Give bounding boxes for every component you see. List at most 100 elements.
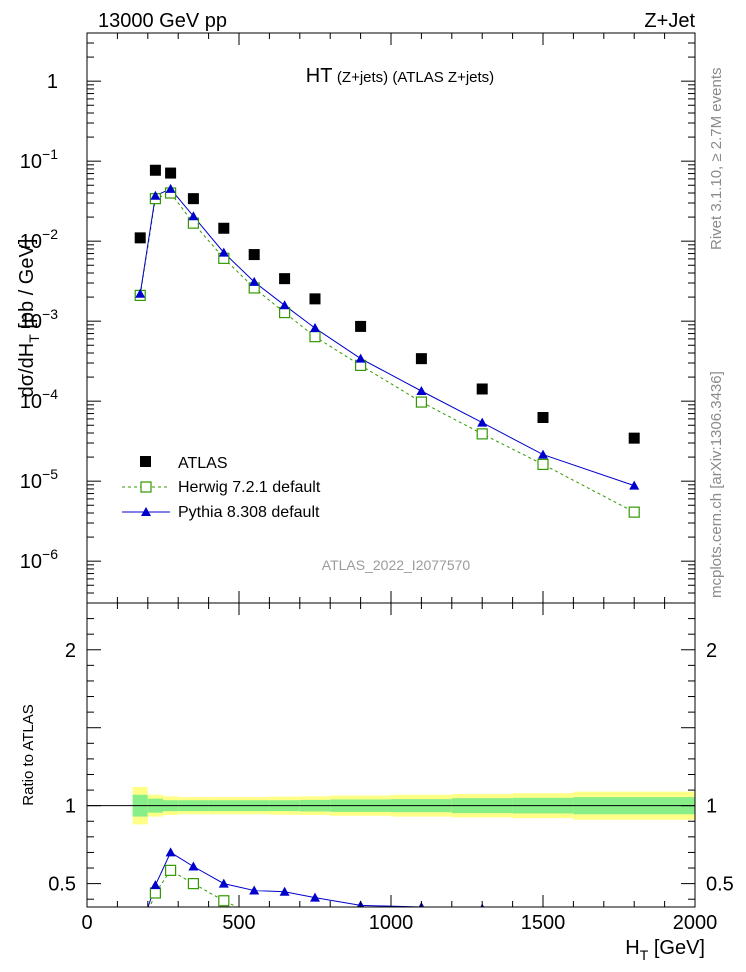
main-y-tick-label: 10−3 <box>20 306 58 333</box>
legend-pythia-marker <box>141 507 151 516</box>
pythia-point <box>135 288 146 298</box>
pythia-ratio-point <box>249 885 260 895</box>
atlas-point <box>537 411 549 423</box>
legend-herwig-marker <box>140 481 152 493</box>
herwig-point <box>537 458 549 471</box>
pythia-point <box>165 183 176 193</box>
ratio-y-tick-label-left: 1 <box>65 796 76 818</box>
atlas-point <box>149 164 161 176</box>
main-y-tick-exponent: −4 <box>42 386 58 402</box>
pythia-ratio-point <box>165 847 176 857</box>
main-series-layer <box>134 164 640 518</box>
legend-atlas-marker <box>140 456 151 467</box>
pythia-line <box>139 188 635 487</box>
main-y-tick-exponent: −3 <box>42 306 58 322</box>
pythia-point <box>150 190 161 200</box>
x-tick-label: 1000 <box>369 912 414 934</box>
pythia-ratio-point <box>279 886 290 896</box>
ratio-y-tick-label-left: 2 <box>65 640 76 662</box>
main-y-tick-labels: 10−610−510−410−310−210−11 <box>20 71 58 573</box>
main-y-tick-label: 10−1 <box>20 146 58 173</box>
x-tick-label: 1500 <box>521 912 566 934</box>
main-y-axis-label: dσ/dHT [pb / GeV] <box>16 239 42 398</box>
pythia-point <box>416 385 427 395</box>
herwig-ratio-point <box>187 878 199 890</box>
chart-title-sub: (Z+jets) (ATLAS Z+jets) <box>337 69 494 86</box>
main-y-tick-base: 1 <box>47 71 58 93</box>
ratio-y-tick-labels: 0.5 0.5 1 1 2 2 <box>48 640 734 896</box>
legend-pythia-label: Pythia 8.308 default <box>178 504 320 521</box>
ratio-panel: 0.5 0.5 1 1 2 2 0 500 1000 1500 2000 Ratio to ATL… <box>20 602 734 963</box>
ratio-panel-frame <box>86 602 696 908</box>
ratio-y-tick-label-right: 0.5 <box>706 874 734 896</box>
pythia-point <box>477 417 488 427</box>
atlas-point <box>476 383 488 395</box>
main-y-tick-exponent: −2 <box>42 226 58 242</box>
pythia-point <box>218 247 229 257</box>
herwig-ratio-point <box>310 914 320 924</box>
herwig-ratio-point <box>135 927 145 937</box>
atlas-point <box>218 222 230 234</box>
herwig-ratio-point <box>477 919 487 929</box>
pythia-point <box>188 211 199 221</box>
pythia-ratio-point <box>629 916 639 925</box>
main-y-tick-base: 10 <box>20 391 42 413</box>
x-tick-label: 2000 <box>673 912 718 934</box>
ratio-y-tick-label-left: 0.5 <box>48 874 76 896</box>
pythia-ratio-point <box>188 861 199 871</box>
herwig-ratio-point <box>416 918 426 928</box>
herwig-point <box>476 428 488 440</box>
x-label-unit: [GeV] <box>648 937 705 959</box>
pythia-ratio-point <box>150 880 161 890</box>
energy-label: 13000 GeV pp <box>98 10 227 32</box>
legend: ATLAS Herwig 7.2.1 default Pythia 8.308 … <box>122 455 321 521</box>
herwig-ratio-point <box>165 864 177 876</box>
atlas-point <box>355 320 367 332</box>
x-axis-label: HT [GeV] <box>625 937 705 963</box>
analysis-watermark: ATLAS_2022_I2077570 <box>322 557 471 573</box>
ratio-axis-ticks <box>86 603 696 907</box>
atlas-point <box>628 432 640 444</box>
main-y-label-main: dσ/dH <box>16 343 38 398</box>
pythia-point <box>355 353 366 363</box>
pythia-point <box>249 276 260 286</box>
main-y-tick-label: 10−4 <box>20 386 58 413</box>
main-y-tick-exponent: −5 <box>42 466 58 482</box>
herwig-ratio-point <box>218 895 230 907</box>
pythia-point <box>629 480 640 490</box>
atlas-point <box>415 353 427 365</box>
main-y-tick-base: 10 <box>20 471 42 493</box>
main-y-tick-label: 10−5 <box>20 466 58 493</box>
main-y-tick-base: 10 <box>20 231 42 253</box>
pythia-ratio-point <box>135 925 145 934</box>
ratio-y-tick-label-right: 1 <box>706 796 717 818</box>
x-label-sub: T <box>640 947 649 963</box>
main-y-tick-label: 10−6 <box>20 546 58 573</box>
herwig-ratio-point <box>280 910 290 920</box>
mcplots-label: mcplots.cern.ch [arXiv:1306.3436] <box>708 371 725 598</box>
pythia-point <box>279 300 290 310</box>
chart-title: HT (Z+jets) (ATLAS Z+jets) <box>306 65 494 87</box>
pythia-point <box>538 449 548 459</box>
x-tick-labels: 0 500 1000 1500 2000 <box>81 912 717 934</box>
ratio-y-axis-label: Ratio to ATLAS <box>20 704 37 805</box>
herwig-point <box>415 396 427 408</box>
main-y-tick-base: 10 <box>20 311 42 333</box>
x-tick-label: 500 <box>222 912 255 934</box>
main-y-label-sub: T <box>26 334 42 343</box>
main-y-tick-exponent: −6 <box>42 546 58 562</box>
x-tick-label: 0 <box>81 912 92 934</box>
atlas-point <box>309 293 321 305</box>
main-y-tick-label: 10−2 <box>20 226 58 253</box>
herwig-ratio-point <box>149 887 161 899</box>
pythia-ratio-point <box>218 878 229 888</box>
legend-herwig-label: Herwig 7.2.1 default <box>178 479 321 496</box>
chart-title-main: HT <box>306 65 333 87</box>
x-label-main: H <box>625 937 639 959</box>
pythia-point <box>310 323 320 333</box>
main-y-tick-exponent: −1 <box>42 146 58 162</box>
ratio-y-tick-label-right: 2 <box>706 640 717 662</box>
process-label: Z+Jet <box>644 10 695 32</box>
herwig-ratio-point <box>356 914 366 924</box>
